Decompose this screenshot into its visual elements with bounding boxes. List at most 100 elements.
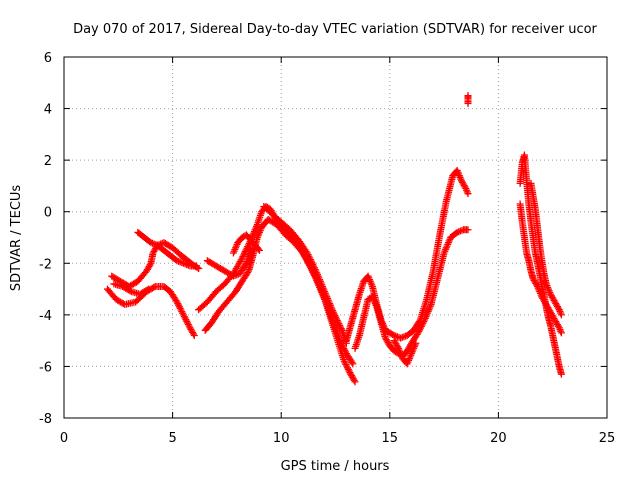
data-point: [255, 246, 263, 254]
data-point: [189, 330, 197, 338]
series-track-m: [516, 151, 565, 378]
data-point: [247, 244, 255, 252]
grid-layer: [64, 57, 607, 418]
data-point: [310, 264, 318, 272]
series-track-g: [203, 244, 255, 280]
data-point: [192, 262, 200, 270]
data-point: [464, 226, 472, 234]
data-point: [557, 370, 565, 378]
x-axis-label: GPS time / hours: [281, 459, 390, 474]
data-point: [419, 319, 427, 327]
data-point: [332, 315, 340, 323]
data-point: [184, 321, 192, 329]
data-point: [331, 312, 339, 320]
data-point: [339, 343, 347, 351]
series-track-n: [516, 200, 565, 337]
y-tick-label: 0: [44, 206, 52, 221]
data-point: [461, 183, 469, 191]
series-track-o: [527, 179, 565, 319]
series-track-h: [229, 231, 263, 257]
data-point: [464, 92, 472, 100]
y-tick-label: 4: [44, 103, 52, 118]
y-tick-label: -6: [39, 360, 52, 375]
data-point: [337, 338, 345, 346]
data-point: [310, 262, 318, 270]
data-point: [554, 322, 562, 330]
series-track-d: [110, 280, 153, 298]
data-point: [307, 257, 315, 265]
data-point: [418, 321, 426, 329]
data-point: [126, 287, 134, 295]
data-point: [173, 298, 181, 306]
data-point: [180, 312, 188, 320]
data-point: [182, 316, 190, 324]
data-point: [394, 343, 402, 351]
data-point: [306, 254, 314, 262]
plot-frame: [63, 56, 608, 419]
x-tick-label: 20: [490, 431, 507, 446]
data-point: [330, 310, 338, 318]
data-point: [415, 327, 423, 335]
data-point: [350, 376, 358, 384]
data-point: [311, 265, 319, 273]
data-point: [417, 322, 425, 330]
data-point: [344, 365, 352, 373]
data-point: [340, 345, 348, 353]
data-point: [181, 314, 189, 322]
data-point: [333, 316, 341, 324]
y-tick-label: -2: [39, 257, 52, 272]
data-point: [416, 326, 424, 334]
data-point: [305, 252, 313, 260]
data-point: [338, 341, 346, 349]
data-point: [341, 359, 349, 367]
data-point: [150, 283, 158, 291]
data-point: [414, 329, 422, 337]
data-point: [340, 357, 348, 365]
data-point: [303, 249, 311, 257]
y-tick-label: -8: [39, 412, 52, 427]
y-axis-label: SDTVAR / TECUs: [9, 185, 24, 292]
data-point: [254, 245, 262, 253]
x-tick-label: 25: [599, 431, 616, 446]
chart-title: Day 070 of 2017, Sidereal Day-to-day VTE…: [73, 22, 597, 37]
data-point: [343, 364, 351, 372]
data-point: [184, 319, 192, 327]
data-point: [190, 331, 198, 339]
series-track-a: [103, 282, 198, 339]
data-point: [332, 313, 340, 321]
data-point: [345, 367, 353, 375]
data-point: [343, 362, 351, 370]
y-tick-label: 6: [44, 51, 52, 66]
data-point: [145, 285, 153, 293]
data-point: [175, 301, 183, 309]
series-track-l: [390, 337, 420, 368]
data-point: [306, 256, 314, 264]
data-point: [336, 321, 344, 329]
y-tick-label: 2: [44, 154, 52, 169]
data-point: [179, 311, 187, 319]
data-point: [349, 360, 357, 368]
data-point: [341, 346, 349, 354]
data-point: [334, 318, 342, 326]
data-point: [308, 259, 316, 267]
data-point: [412, 339, 420, 347]
data-point: [420, 318, 428, 326]
series-track-i: [260, 203, 350, 347]
data-point: [143, 286, 151, 294]
data-point: [342, 360, 350, 368]
x-tick-label: 15: [382, 431, 399, 446]
series-track-e: [195, 203, 359, 386]
data-point: [336, 337, 344, 345]
data-point: [178, 308, 186, 316]
data-point: [351, 378, 359, 386]
ticks-layer: 0 5 10 15 20 25 -8 -6 -4 -2 0 2 4 6: [39, 51, 615, 446]
series-track-k: [351, 226, 472, 360]
data-point: [554, 304, 562, 312]
data-point: [336, 323, 344, 331]
y-tick-label: -4: [39, 309, 52, 324]
data-point: [179, 309, 187, 317]
data-point: [244, 268, 252, 276]
marks-layer: [103, 92, 565, 386]
